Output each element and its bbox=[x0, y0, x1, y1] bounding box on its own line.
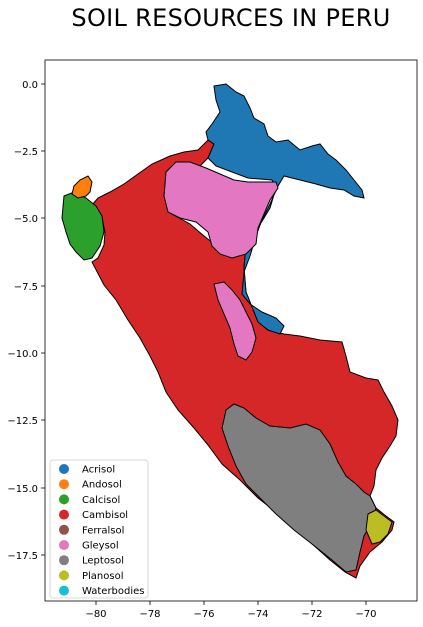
x-tick-label: −74 bbox=[247, 609, 268, 620]
legend-label: Andosol bbox=[82, 480, 122, 491]
legend-marker bbox=[59, 494, 69, 505]
region-planosol[interactable] bbox=[365, 509, 393, 545]
legend-marker bbox=[59, 524, 69, 535]
y-tick-label: 0.0 bbox=[22, 80, 38, 91]
y-tick-label: −2.5 bbox=[14, 147, 38, 158]
legend-label: Planosol bbox=[82, 571, 124, 582]
legend-label: Waterbodies bbox=[82, 586, 145, 597]
legend-label: Acrisol bbox=[82, 465, 115, 476]
x-tick-label: −78 bbox=[139, 609, 160, 620]
x-tick-label: −72 bbox=[301, 609, 322, 620]
legend-label: Ferralsol bbox=[82, 525, 124, 536]
legend-label: Cambisol bbox=[82, 510, 128, 521]
legend-marker bbox=[59, 585, 69, 596]
x-axis-labels: −80 −78 −76 −74 −72 −70 bbox=[85, 609, 376, 620]
legend-label: Gleysol bbox=[82, 541, 119, 552]
legend: Acrisol Andosol Calcisol Cambisol Ferralsol G… bbox=[49, 459, 149, 599]
y-tick-label: −5.0 bbox=[14, 214, 38, 225]
y-axis-labels: 0.0 −2.5 −5.0 −7.5 −10.0 −12.5 −15.0 −17… bbox=[7, 80, 38, 562]
region-andosol[interactable] bbox=[71, 175, 93, 199]
legend-marker bbox=[59, 570, 69, 581]
x-axis-ticks bbox=[95, 601, 367, 605]
region-calcisol[interactable] bbox=[61, 191, 105, 261]
x-tick-label: −76 bbox=[193, 609, 214, 620]
legend-marker bbox=[59, 540, 69, 550]
legend-marker bbox=[59, 464, 69, 474]
legend-label: Calcisol bbox=[82, 495, 120, 506]
y-axis-ticks bbox=[41, 83, 45, 556]
region-gleysol-south[interactable] bbox=[213, 281, 257, 361]
y-tick-label: −7.5 bbox=[14, 282, 38, 293]
y-tick-label: −15.0 bbox=[7, 484, 38, 495]
legend-box bbox=[49, 459, 149, 599]
y-tick-label: −17.5 bbox=[7, 551, 38, 562]
legend-marker bbox=[59, 479, 69, 490]
y-tick-label: −10.0 bbox=[7, 349, 38, 360]
region-gleysol-north[interactable] bbox=[163, 161, 279, 259]
y-tick-label: −12.5 bbox=[7, 416, 38, 427]
map-title: SOIL RESOURCES IN PERU bbox=[71, 4, 391, 32]
legend-marker bbox=[59, 555, 69, 566]
legend-marker bbox=[59, 509, 69, 520]
x-tick-label: −80 bbox=[85, 609, 106, 620]
legend-label: Leptosol bbox=[82, 556, 124, 567]
x-tick-label: −70 bbox=[355, 609, 376, 620]
